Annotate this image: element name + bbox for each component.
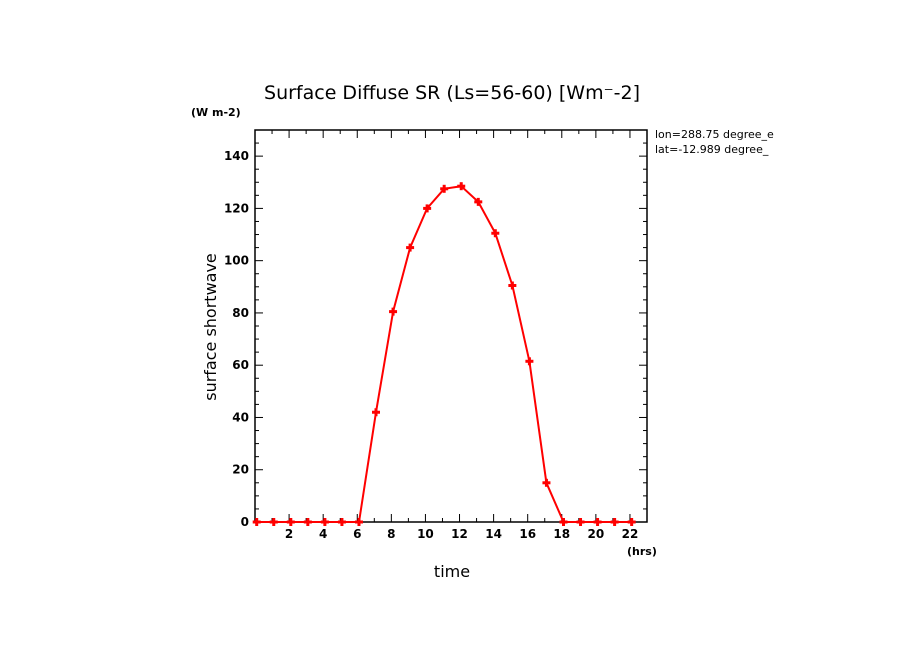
y-tick-label: 40 [232,410,249,424]
data-point [389,307,398,316]
x-tick-label: 8 [387,527,395,541]
y-axis-unit: (W m-2) [191,106,241,119]
data-point [474,197,483,206]
y-tick-label: 120 [224,201,249,215]
data-point [252,518,261,526]
data-point [269,518,278,526]
data-point [286,518,295,526]
data-point [542,478,551,487]
x-tick-label: 12 [451,527,468,541]
data-point [627,518,636,526]
x-tick-label: 2 [285,527,293,541]
y-tick-label: 140 [224,149,249,163]
data-point [337,518,346,526]
plot-frame [254,129,648,523]
y-tick-label: 20 [232,463,249,477]
x-tick-label: 4 [319,527,327,541]
data-point [559,518,568,526]
y-axis-label: surface shortwave [201,253,220,401]
annotation-lat: lat=-12.989 degree_ [655,143,769,156]
x-tick-label: 20 [588,527,605,541]
data-point [508,281,517,290]
annotation-lon: lon=288.75 degree_e [655,128,774,141]
x-tick-label: 14 [485,527,502,541]
data-point [576,518,585,526]
data-point [423,204,432,213]
y-tick-label: 0 [241,515,249,529]
y-tick-label: 60 [232,358,249,372]
data-point [440,184,449,193]
data-point [525,357,534,366]
y-tick-label: 80 [232,306,249,320]
data-point [303,518,312,526]
data-point [372,408,381,417]
x-axis-unit: (hrs) [627,545,657,558]
x-tick-label: 16 [519,527,536,541]
plot-axes: 2 4 6 8 10 12 14 16 18 20 22 0 20 40 60 80 100 120 140 [224,129,648,541]
data-point [491,229,500,238]
data-point [457,182,466,191]
data-point [320,518,329,526]
x-tick-label: 22 [622,527,639,541]
data-point [406,243,415,252]
x-axis-label: time [434,562,470,581]
x-tick-label: 18 [553,527,570,541]
chart-title: Surface Diffuse SR (Ls=56-60) [Wm⁻-2] [264,82,640,104]
x-tick-label: 6 [353,527,361,541]
data-point [610,518,619,526]
plot-area [252,182,636,526]
y-tick-label: 100 [224,254,249,268]
x-tick-label: 10 [417,527,434,541]
data-point [354,518,363,526]
data-point [593,518,602,526]
series-line [256,185,632,523]
